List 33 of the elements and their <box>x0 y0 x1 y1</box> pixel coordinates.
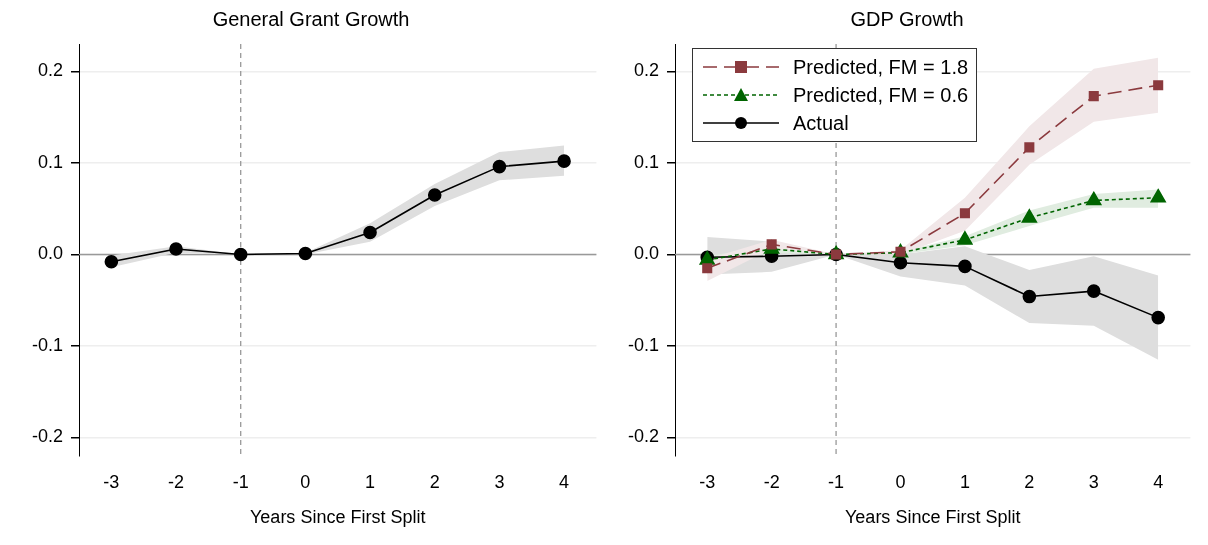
x-tick-label: 1 <box>959 471 970 492</box>
y-tick-label: -0.2 <box>627 426 660 447</box>
x-tick-label: -2 <box>168 471 185 492</box>
y-tick-label: -0.1 <box>627 334 660 355</box>
x-tick-label: 3 <box>494 471 505 492</box>
x-tick-label: 3 <box>1088 471 1099 492</box>
x-axis-title: Years Since First Split <box>250 507 426 528</box>
legend-label: Predicted, FM = 1.8 <box>793 55 969 79</box>
x-tick-label: 2 <box>1024 471 1035 492</box>
x-tick-label: -2 <box>763 471 780 492</box>
x-tick-label: 2 <box>429 471 440 492</box>
chart-title: General Grant Growth <box>212 7 410 30</box>
x-axis-title: Years Since First Split <box>845 507 1021 528</box>
x-tick-label: -3 <box>103 471 120 492</box>
y-tick-label: 0.0 <box>633 243 660 264</box>
x-tick-label: -3 <box>699 471 716 492</box>
y-tick-label: 0.2 <box>633 60 660 81</box>
x-tick-label: 0 <box>895 471 906 492</box>
x-tick-label: -1 <box>232 471 249 492</box>
x-tick-label: 4 <box>1153 471 1164 492</box>
x-tick-label: 1 <box>365 471 376 492</box>
legend-label: Actual <box>793 111 849 135</box>
legend-label: Predicted, FM = 0.6 <box>793 83 969 107</box>
x-tick-label: 0 <box>300 471 311 492</box>
y-tick-label: -0.1 <box>31 334 64 355</box>
y-tick-label: -0.2 <box>31 426 64 447</box>
y-tick-label: 0.1 <box>37 151 64 172</box>
x-tick-label: 4 <box>559 471 570 492</box>
y-tick-label: 0.1 <box>633 151 660 172</box>
x-tick-label: -1 <box>828 471 845 492</box>
chart-title: GDP Growth <box>850 7 964 30</box>
y-tick-label: 0.2 <box>37 60 64 81</box>
y-tick-label: 0.0 <box>37 243 64 264</box>
